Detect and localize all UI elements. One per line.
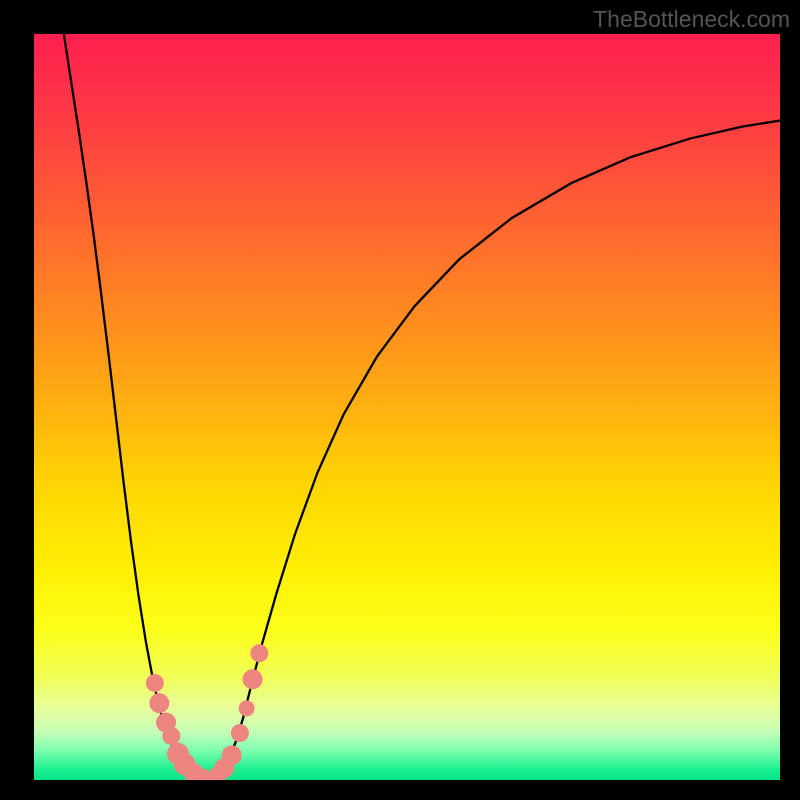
marker-left <box>146 674 164 692</box>
marker-left <box>162 727 180 745</box>
watermark-text: TheBottleneck.com <box>593 6 790 33</box>
right-curve <box>206 121 780 780</box>
marker-right <box>250 644 268 662</box>
marker-right <box>231 724 249 742</box>
left-curve <box>64 34 206 780</box>
curves-layer <box>34 34 780 780</box>
marker-right <box>243 669 263 689</box>
marker-left <box>149 693 169 713</box>
marker-right <box>239 700 255 716</box>
marker-right <box>222 745 242 765</box>
plot-area <box>34 34 780 780</box>
